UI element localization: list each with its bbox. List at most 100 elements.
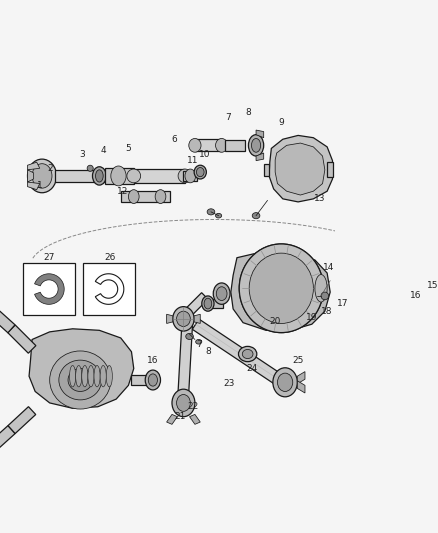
Text: 6: 6: [171, 135, 177, 144]
Text: 7: 7: [225, 114, 231, 123]
Ellipse shape: [178, 169, 192, 183]
Ellipse shape: [76, 366, 82, 387]
Text: 25: 25: [293, 357, 304, 366]
Text: 16: 16: [410, 292, 421, 301]
Polygon shape: [166, 314, 173, 324]
Ellipse shape: [177, 394, 191, 411]
Ellipse shape: [186, 333, 194, 340]
Ellipse shape: [111, 166, 126, 186]
Ellipse shape: [173, 306, 194, 331]
Polygon shape: [226, 140, 244, 151]
Text: 18: 18: [321, 306, 333, 316]
Ellipse shape: [213, 283, 230, 304]
Polygon shape: [0, 311, 15, 333]
Ellipse shape: [145, 370, 160, 390]
Ellipse shape: [32, 164, 52, 188]
Ellipse shape: [251, 139, 261, 152]
Ellipse shape: [59, 360, 102, 400]
Text: 22: 22: [187, 402, 198, 411]
Text: 1: 1: [37, 181, 42, 190]
Polygon shape: [8, 325, 36, 353]
Polygon shape: [178, 322, 193, 392]
Ellipse shape: [196, 167, 204, 176]
Ellipse shape: [95, 170, 103, 182]
Text: 2: 2: [47, 164, 53, 173]
Text: 8: 8: [205, 347, 211, 356]
Text: 5: 5: [126, 144, 131, 153]
Ellipse shape: [185, 169, 196, 183]
Polygon shape: [297, 372, 305, 384]
Polygon shape: [208, 299, 223, 308]
Polygon shape: [95, 274, 124, 304]
Ellipse shape: [128, 190, 139, 204]
Ellipse shape: [155, 190, 166, 204]
Polygon shape: [35, 274, 64, 304]
Text: 15: 15: [427, 281, 438, 290]
Ellipse shape: [172, 389, 195, 417]
Text: 13: 13: [314, 195, 325, 204]
Text: 17: 17: [337, 299, 348, 308]
Ellipse shape: [260, 264, 303, 313]
Polygon shape: [194, 314, 200, 324]
Polygon shape: [184, 171, 197, 181]
Ellipse shape: [82, 366, 88, 387]
Polygon shape: [256, 130, 264, 138]
Polygon shape: [275, 143, 325, 195]
Ellipse shape: [277, 373, 293, 391]
Polygon shape: [29, 329, 134, 408]
Polygon shape: [269, 135, 332, 202]
Text: 9: 9: [279, 118, 284, 127]
Ellipse shape: [273, 368, 297, 397]
Polygon shape: [231, 252, 330, 330]
Ellipse shape: [215, 213, 222, 218]
Text: 24: 24: [247, 364, 258, 373]
Ellipse shape: [87, 165, 93, 171]
Polygon shape: [327, 162, 333, 177]
Text: 23: 23: [224, 379, 235, 389]
Text: 27: 27: [43, 253, 55, 262]
Ellipse shape: [106, 366, 113, 387]
Ellipse shape: [315, 274, 327, 302]
Ellipse shape: [88, 366, 94, 387]
Ellipse shape: [207, 209, 215, 215]
Ellipse shape: [94, 366, 100, 387]
Ellipse shape: [204, 298, 212, 309]
Text: 8: 8: [246, 108, 251, 117]
Text: 20: 20: [269, 317, 281, 326]
Ellipse shape: [249, 253, 313, 324]
Polygon shape: [297, 381, 305, 393]
Polygon shape: [264, 164, 269, 176]
Bar: [82, 263, 134, 315]
Text: 4: 4: [100, 146, 106, 155]
Polygon shape: [121, 191, 170, 202]
Text: 12: 12: [117, 187, 128, 196]
Polygon shape: [131, 375, 153, 385]
Polygon shape: [28, 182, 40, 190]
Polygon shape: [195, 139, 222, 151]
Ellipse shape: [248, 135, 264, 156]
Polygon shape: [134, 169, 185, 183]
Ellipse shape: [189, 139, 201, 152]
Polygon shape: [0, 426, 15, 447]
Ellipse shape: [239, 244, 323, 333]
Ellipse shape: [70, 366, 76, 387]
Polygon shape: [28, 162, 40, 170]
Ellipse shape: [100, 366, 106, 387]
Ellipse shape: [269, 273, 293, 304]
Text: 10: 10: [199, 150, 211, 159]
Bar: [23, 263, 75, 315]
Polygon shape: [8, 407, 36, 434]
Text: 3: 3: [80, 150, 85, 159]
Polygon shape: [55, 170, 106, 182]
Ellipse shape: [177, 311, 191, 327]
Polygon shape: [256, 153, 264, 160]
Ellipse shape: [252, 213, 260, 219]
Polygon shape: [190, 414, 200, 424]
Ellipse shape: [194, 165, 206, 179]
Polygon shape: [106, 168, 134, 183]
Text: 14: 14: [323, 263, 334, 272]
Text: 7: 7: [196, 340, 201, 349]
Ellipse shape: [216, 287, 227, 301]
Ellipse shape: [92, 167, 106, 185]
Text: 16: 16: [147, 357, 159, 366]
